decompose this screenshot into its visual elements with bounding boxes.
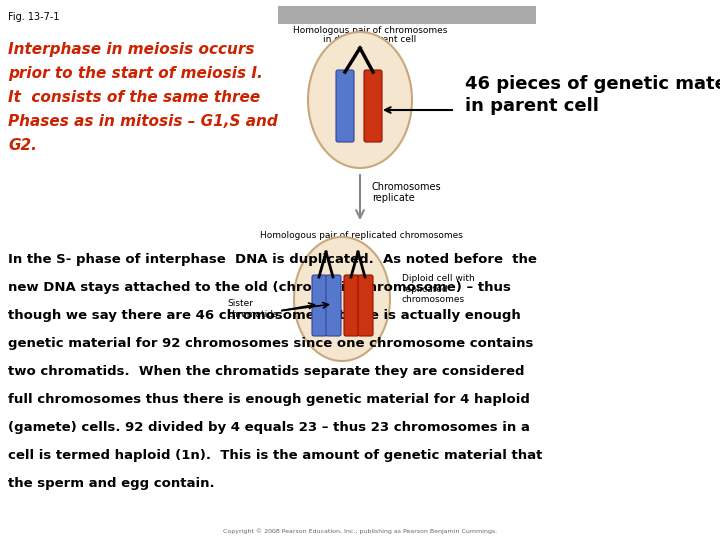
- Text: Sister
chromatids: Sister chromatids: [227, 299, 278, 319]
- Text: Diploid cell with
replicated
chromosomes: Diploid cell with replicated chromosomes: [402, 274, 474, 304]
- Text: full chromosomes thus there is enough genetic material for 4 haploid: full chromosomes thus there is enough ge…: [8, 393, 530, 406]
- Ellipse shape: [294, 237, 390, 361]
- Text: G2.: G2.: [8, 138, 37, 153]
- Text: cell is termed haploid (1n).  This is the amount of genetic material that: cell is termed haploid (1n). This is the…: [8, 449, 542, 462]
- FancyBboxPatch shape: [336, 70, 354, 142]
- FancyBboxPatch shape: [358, 275, 373, 336]
- Text: Phases as in mitosis – G1,S and: Phases as in mitosis – G1,S and: [8, 114, 278, 129]
- Text: in diploid parent cell: in diploid parent cell: [323, 35, 417, 44]
- FancyBboxPatch shape: [344, 275, 359, 336]
- Text: the sperm and egg contain.: the sperm and egg contain.: [8, 477, 215, 490]
- Text: Interphase in meiosis occurs: Interphase in meiosis occurs: [8, 42, 254, 57]
- Ellipse shape: [308, 32, 412, 168]
- Text: two chromatids.  When the chromatids separate they are considered: two chromatids. When the chromatids sepa…: [8, 365, 524, 378]
- Bar: [278, 6, 536, 24]
- Text: new DNA stays attached to the old (chromatid/chromosome) – thus: new DNA stays attached to the old (chrom…: [8, 281, 511, 294]
- Text: (gamete) cells. 92 divided by 4 equals 23 – thus 23 chromosomes in a: (gamete) cells. 92 divided by 4 equals 2…: [8, 421, 530, 434]
- Text: genetic material for 92 chromosomes since one chromosome contains: genetic material for 92 chromosomes sinc…: [8, 337, 534, 350]
- FancyBboxPatch shape: [326, 275, 341, 336]
- Text: Chromosomes
replicate: Chromosomes replicate: [372, 181, 441, 203]
- Text: 46 pieces of genetic material
in parent cell: 46 pieces of genetic material in parent …: [465, 75, 720, 115]
- Text: Homologous pair of chromosomes: Homologous pair of chromosomes: [293, 26, 447, 35]
- Text: In the S- phase of interphase  DNA is duplicated.  As noted before  the: In the S- phase of interphase DNA is dup…: [8, 253, 537, 266]
- FancyBboxPatch shape: [312, 275, 327, 336]
- Text: Fig. 13-7-1: Fig. 13-7-1: [8, 12, 60, 22]
- Text: prior to the start of meiosis I.: prior to the start of meiosis I.: [8, 66, 263, 81]
- Text: Homologous pair of replicated chromosomes: Homologous pair of replicated chromosome…: [260, 231, 463, 240]
- Text: Copyright © 2008 Pearson Education, Inc., publishing as Pearson Benjamin Cumming: Copyright © 2008 Pearson Education, Inc.…: [223, 528, 497, 534]
- FancyBboxPatch shape: [364, 70, 382, 142]
- Text: It  consists of the same three: It consists of the same three: [8, 90, 260, 105]
- Text: though we say there are 46 chromosomes – there is actually enough: though we say there are 46 chromosomes –…: [8, 309, 521, 322]
